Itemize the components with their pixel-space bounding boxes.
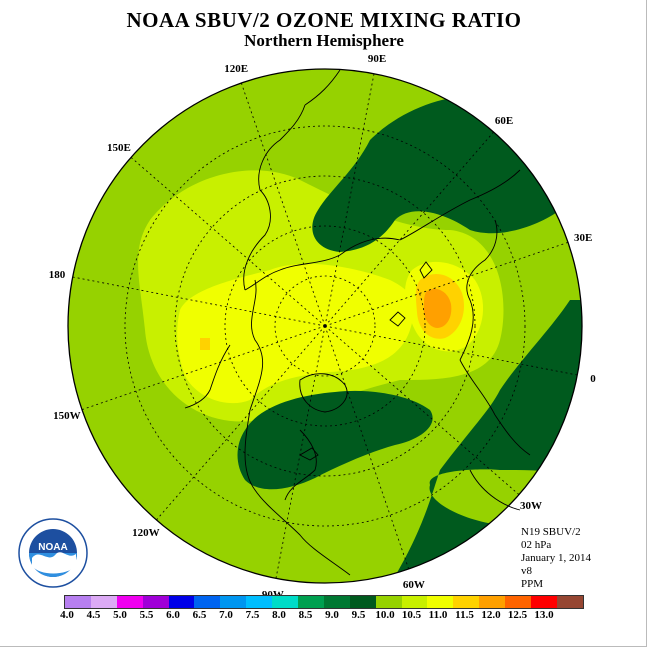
coastline-europe bbox=[459, 219, 498, 416]
colorbar-tick-label: 13.0 bbox=[534, 609, 554, 621]
colorbar-swatch bbox=[90, 596, 117, 608]
colorbar-swatch bbox=[298, 596, 324, 608]
colorbar-swatch bbox=[323, 596, 350, 608]
map-title: NOAA SBUV/2 OZONE MIXING RATIO bbox=[126, 8, 522, 32]
coastline-alaska bbox=[184, 344, 231, 409]
lon-label-120e: 120E bbox=[224, 63, 248, 75]
map-boundary bbox=[67, 68, 583, 584]
colorbar-swatch bbox=[505, 596, 532, 608]
lon-label-60e: 60E bbox=[495, 115, 513, 127]
colorbar-swatch bbox=[142, 596, 169, 608]
meta-version: v8 bbox=[521, 565, 532, 577]
lon-label-30w: 30W bbox=[520, 500, 542, 512]
lon-label-0: 0 bbox=[590, 373, 596, 385]
coastlines bbox=[184, 69, 531, 576]
lon-label-120w: 120W bbox=[132, 527, 160, 539]
lon-label-90e: 90E bbox=[368, 53, 386, 65]
metadata-block: N19 SBUV/2 02 hPa January 1, 2014 v8 PPM bbox=[521, 526, 591, 591]
colorbar-tick-label: 11.5 bbox=[455, 609, 474, 621]
colorbar-swatch bbox=[168, 596, 195, 608]
colorbar-tick-label: 10.5 bbox=[401, 609, 422, 621]
colorbar-tick-label: 9.5 bbox=[351, 609, 366, 621]
colorbar-swatch bbox=[65, 596, 91, 608]
colorbar-tick-label: 11.0 bbox=[428, 609, 448, 621]
colorbar-tick-label: 12.5 bbox=[507, 609, 528, 621]
field-yellow-region bbox=[177, 263, 414, 404]
colorbar-tick-label: 10.0 bbox=[375, 609, 395, 621]
meta-instrument: N19 SBUV/2 bbox=[521, 526, 581, 538]
colorbar-ticks: 4.0 4.5 5.0 5.5 6.0 6.5 7.0 7.5 8.0 8.5 9.0 9.5 10.0… bbox=[50, 609, 590, 623]
colorbar-swatch bbox=[479, 596, 506, 608]
meta-units: PPM bbox=[521, 578, 544, 590]
coastline-greatlakes bbox=[299, 447, 319, 461]
field-darkgreen-namerica bbox=[237, 390, 433, 490]
colorbar-swatch bbox=[556, 596, 583, 608]
logo-text: NOAA bbox=[38, 542, 67, 553]
colorbar-tick-label: 8.5 bbox=[298, 609, 313, 621]
coastline-northamerica bbox=[244, 279, 351, 576]
colorbar-tick-label: 4.0 bbox=[60, 609, 74, 621]
lon-label-180: 180 bbox=[49, 269, 66, 281]
latitude-circles bbox=[124, 125, 526, 527]
coastline-asia-east bbox=[243, 69, 341, 291]
colorbar-swatch bbox=[246, 596, 273, 608]
colorbar-swatch bbox=[272, 596, 299, 608]
latitude-70 bbox=[224, 225, 426, 427]
coastline-africa bbox=[469, 414, 531, 511]
colorbar-swatch bbox=[220, 596, 247, 608]
colorbar-swatch bbox=[453, 596, 480, 608]
colorbar-tick-label: 5.0 bbox=[113, 609, 127, 621]
colorbar-tick-label: 12.0 bbox=[481, 609, 501, 621]
colorbar-tick-label: 5.5 bbox=[139, 609, 154, 621]
meta-date: January 1, 2014 bbox=[521, 552, 591, 564]
coastline-asia-north bbox=[244, 169, 521, 291]
colorbar-tick-label: 9.0 bbox=[325, 609, 339, 621]
meta-level: 02 hPa bbox=[521, 539, 552, 551]
colorbar-swatch bbox=[401, 596, 428, 608]
colorbar-tick-label: 7.5 bbox=[245, 609, 260, 621]
lon-label-60w: 60W bbox=[403, 579, 425, 591]
colorbar-swatch bbox=[375, 596, 402, 608]
coastline-greenland bbox=[299, 373, 348, 413]
colorbar-tick-label: 7.0 bbox=[219, 609, 233, 621]
latitude-60 bbox=[174, 175, 476, 477]
lon-label-150w: 150W bbox=[53, 410, 81, 422]
noaa-logo: NOAA bbox=[18, 518, 88, 588]
colorbar-swatch bbox=[427, 596, 454, 608]
latitude-50 bbox=[124, 125, 526, 527]
field-orange-spot-pacific bbox=[200, 338, 210, 350]
map-subtitle: Northern Hemisphere bbox=[244, 31, 404, 50]
latitude-80 bbox=[274, 275, 376, 377]
colorbar-tick-label: 4.5 bbox=[86, 609, 101, 621]
lon-label-30e: 30E bbox=[574, 232, 592, 244]
colorbar-swatch bbox=[531, 596, 557, 608]
colorbar-swatch bbox=[349, 596, 376, 608]
colorbar-tick-label: 6.0 bbox=[166, 609, 180, 621]
coastline-novaya bbox=[419, 261, 433, 279]
colorbar-tick-label: 6.5 bbox=[192, 609, 207, 621]
colorbar-swatch bbox=[116, 596, 143, 608]
colorbar-swatch bbox=[194, 596, 221, 608]
field-darkorange-east bbox=[423, 288, 452, 328]
coastline-svalbard bbox=[389, 311, 406, 327]
colorbar bbox=[64, 595, 584, 609]
lon-label-150e: 150E bbox=[107, 142, 131, 154]
colorbar-tick-label: 8.0 bbox=[272, 609, 286, 621]
